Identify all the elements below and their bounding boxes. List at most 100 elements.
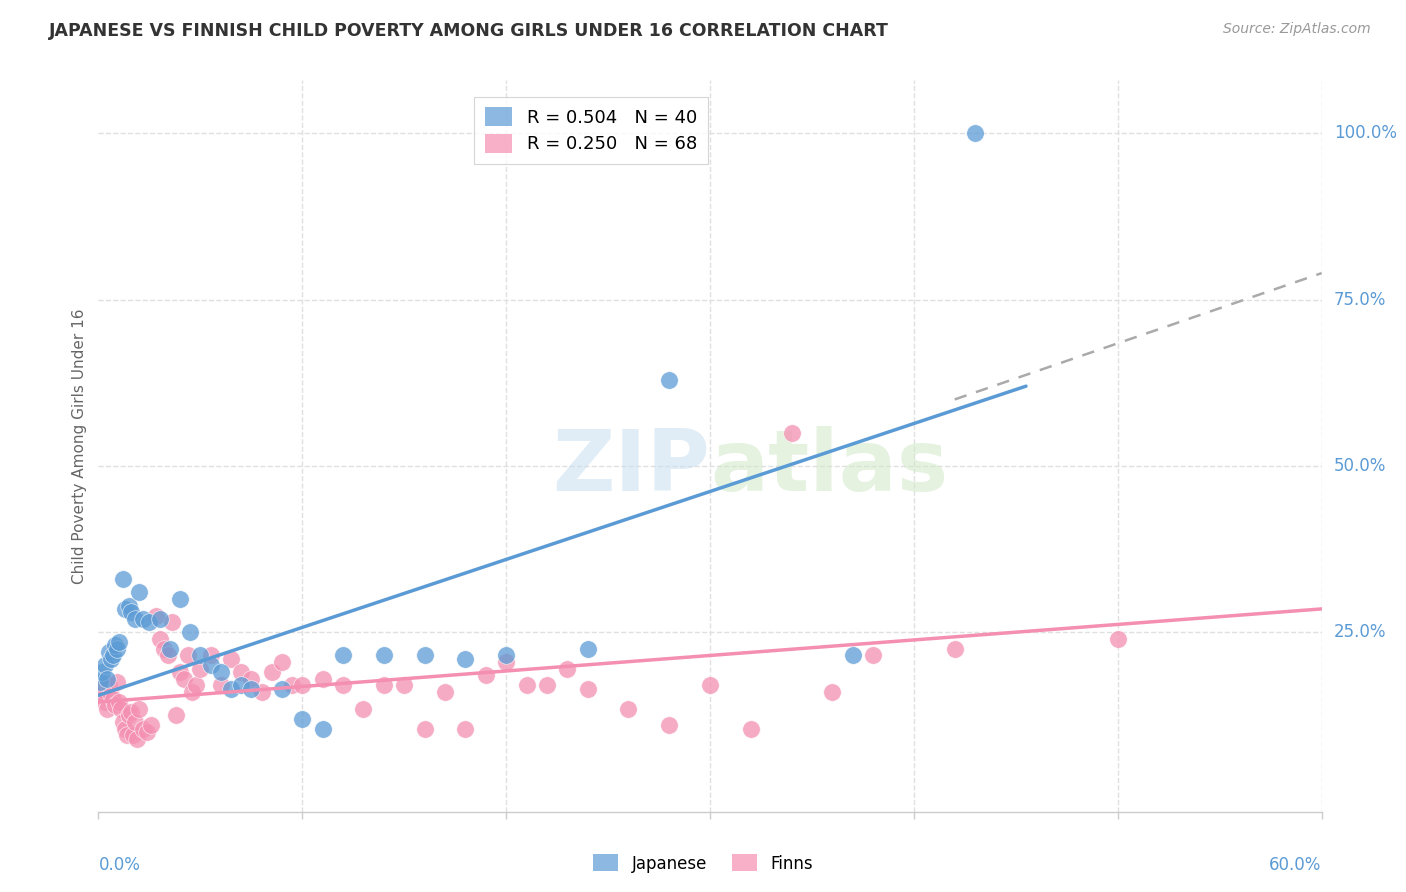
Point (114, 722, 136, 736)
Point (118, 708, 141, 723)
Point (576, 641, 599, 656)
Text: JAPANESE VS FINNISH CHILD POVERTY AMONG GIRLS UNDER 16 CORRELATION CHART: JAPANESE VS FINNISH CHILD POVERTY AMONG … (49, 22, 889, 40)
Point (114, 602, 136, 616)
Point (291, 712, 314, 726)
Point (100, 689, 122, 703)
Text: 100.0%: 100.0% (1334, 125, 1398, 143)
Point (108, 695, 131, 709)
Text: 60.0%: 60.0% (1270, 855, 1322, 873)
Point (454, 722, 477, 736)
Point (159, 641, 181, 656)
Point (89, 689, 111, 703)
Text: ZIP: ZIP (553, 426, 710, 509)
Point (965, 127, 987, 141)
Point (862, 648, 884, 663)
Point (101, 691, 124, 706)
Point (122, 728, 145, 742)
Point (240, 672, 263, 686)
Point (332, 678, 354, 692)
Point (740, 722, 762, 736)
Point (270, 655, 294, 669)
Text: 75.0%: 75.0% (1334, 291, 1386, 309)
Point (780, 425, 803, 440)
Point (169, 591, 191, 606)
Point (120, 605, 142, 619)
Point (108, 635, 131, 649)
Point (93, 658, 115, 673)
Point (576, 681, 599, 696)
Point (97, 645, 120, 659)
Point (132, 612, 155, 626)
Point (219, 681, 242, 696)
Text: 50.0%: 50.0% (1334, 457, 1386, 475)
Text: Source: ZipAtlas.com: Source: ZipAtlas.com (1223, 22, 1371, 37)
Point (281, 678, 304, 692)
Point (1107, 632, 1129, 646)
Point (200, 658, 222, 673)
Point (231, 678, 253, 692)
Point (312, 672, 335, 686)
Point (617, 701, 640, 715)
Point (124, 612, 146, 626)
Point (105, 675, 128, 690)
Point (474, 668, 498, 682)
Text: atlas: atlas (710, 426, 948, 509)
Point (454, 652, 477, 666)
Point (495, 648, 517, 663)
Legend: R = 0.504   N = 40, R = 0.250   N = 68: R = 0.504 N = 40, R = 0.250 N = 68 (474, 96, 707, 164)
Point (149, 632, 172, 646)
Point (352, 701, 374, 715)
Point (312, 722, 335, 736)
Point (138, 615, 160, 630)
Point (270, 681, 294, 696)
Point (434, 685, 457, 699)
Point (186, 678, 208, 692)
Point (179, 625, 201, 640)
Point (181, 685, 204, 699)
Point (132, 722, 155, 736)
Point (250, 685, 273, 699)
Point (699, 678, 721, 692)
Y-axis label: Child Poverty Among Girls Under 16: Child Poverty Among Girls Under 16 (72, 309, 87, 583)
Point (93, 695, 115, 709)
Point (413, 722, 436, 736)
Point (413, 648, 436, 663)
Point (555, 662, 579, 676)
Point (219, 652, 242, 666)
Point (89, 675, 111, 690)
Point (516, 678, 538, 692)
Point (136, 725, 159, 739)
Point (173, 672, 195, 686)
Point (209, 665, 232, 679)
Point (156, 648, 179, 663)
Legend: Japanese, Finns: Japanese, Finns (586, 847, 820, 880)
Point (188, 648, 212, 663)
Point (96, 701, 118, 715)
Point (188, 662, 212, 676)
Point (169, 665, 191, 679)
Point (177, 648, 200, 663)
Point (821, 685, 844, 699)
Point (658, 372, 681, 386)
Point (96, 672, 118, 686)
Point (231, 665, 253, 679)
Point (124, 714, 146, 729)
Point (260, 665, 283, 679)
Point (111, 714, 134, 729)
Text: 0.0%: 0.0% (98, 855, 141, 873)
Point (943, 641, 966, 656)
Point (100, 652, 122, 666)
Point (110, 701, 132, 715)
Point (145, 608, 167, 623)
Point (104, 639, 127, 653)
Point (91, 665, 114, 679)
Point (373, 648, 395, 663)
Point (141, 718, 163, 732)
Point (97, 678, 120, 692)
Point (111, 572, 134, 586)
Point (118, 599, 141, 613)
Point (152, 641, 174, 656)
Point (91, 681, 114, 696)
Point (240, 681, 263, 696)
Point (536, 678, 558, 692)
